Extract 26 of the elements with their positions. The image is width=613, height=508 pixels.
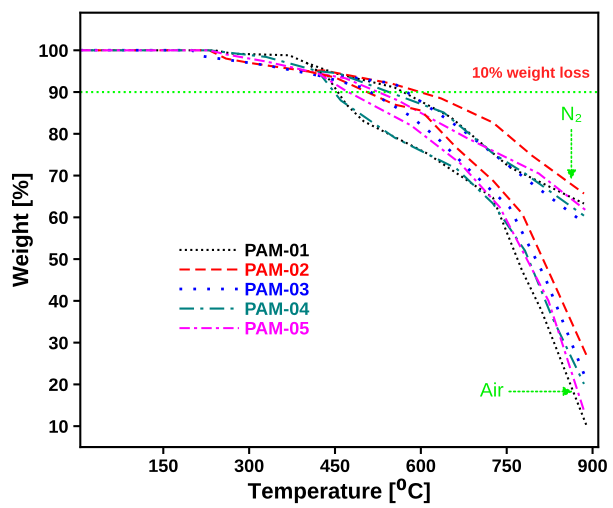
y-tick-label: 60 bbox=[49, 211, 68, 224]
legend-label: PAM-02 bbox=[246, 263, 309, 276]
ref-line-label: 10% weight loss bbox=[472, 66, 590, 81]
annotation: N₂ bbox=[562, 106, 582, 122]
y-axis-title: Weight [%] bbox=[12, 174, 33, 288]
legend-label: PAM-01 bbox=[246, 244, 309, 256]
y-tick-label: 30 bbox=[48, 336, 68, 350]
legend-label: PAM-04 bbox=[246, 302, 310, 316]
y-tick-label: 50 bbox=[48, 253, 68, 266]
legend-label: PAM-05 bbox=[246, 322, 309, 335]
x-tick-label: 750 bbox=[492, 459, 522, 472]
annotation: Air bbox=[480, 382, 504, 397]
x-axis-title: Temperature [$^{0}$C] bbox=[248, 478, 430, 504]
y-tick-label: 10 bbox=[50, 420, 68, 433]
x-tick-label: 900 bbox=[578, 459, 607, 472]
y-tick-label: 70 bbox=[49, 170, 68, 182]
x-tick-label: 450 bbox=[320, 459, 350, 472]
y-tick-label: 100 bbox=[40, 44, 68, 58]
y-tick-label: 90 bbox=[49, 86, 68, 99]
y-tick-label: 80 bbox=[48, 128, 68, 141]
x-tick-label: 600 bbox=[406, 459, 436, 472]
x-tick-label: 300 bbox=[234, 459, 264, 472]
y-tick-label: 20 bbox=[49, 378, 68, 392]
x-tick-label: 150 bbox=[149, 459, 178, 472]
legend-label: PAM-03 bbox=[246, 282, 309, 296]
y-tick-label: 40 bbox=[48, 294, 68, 308]
